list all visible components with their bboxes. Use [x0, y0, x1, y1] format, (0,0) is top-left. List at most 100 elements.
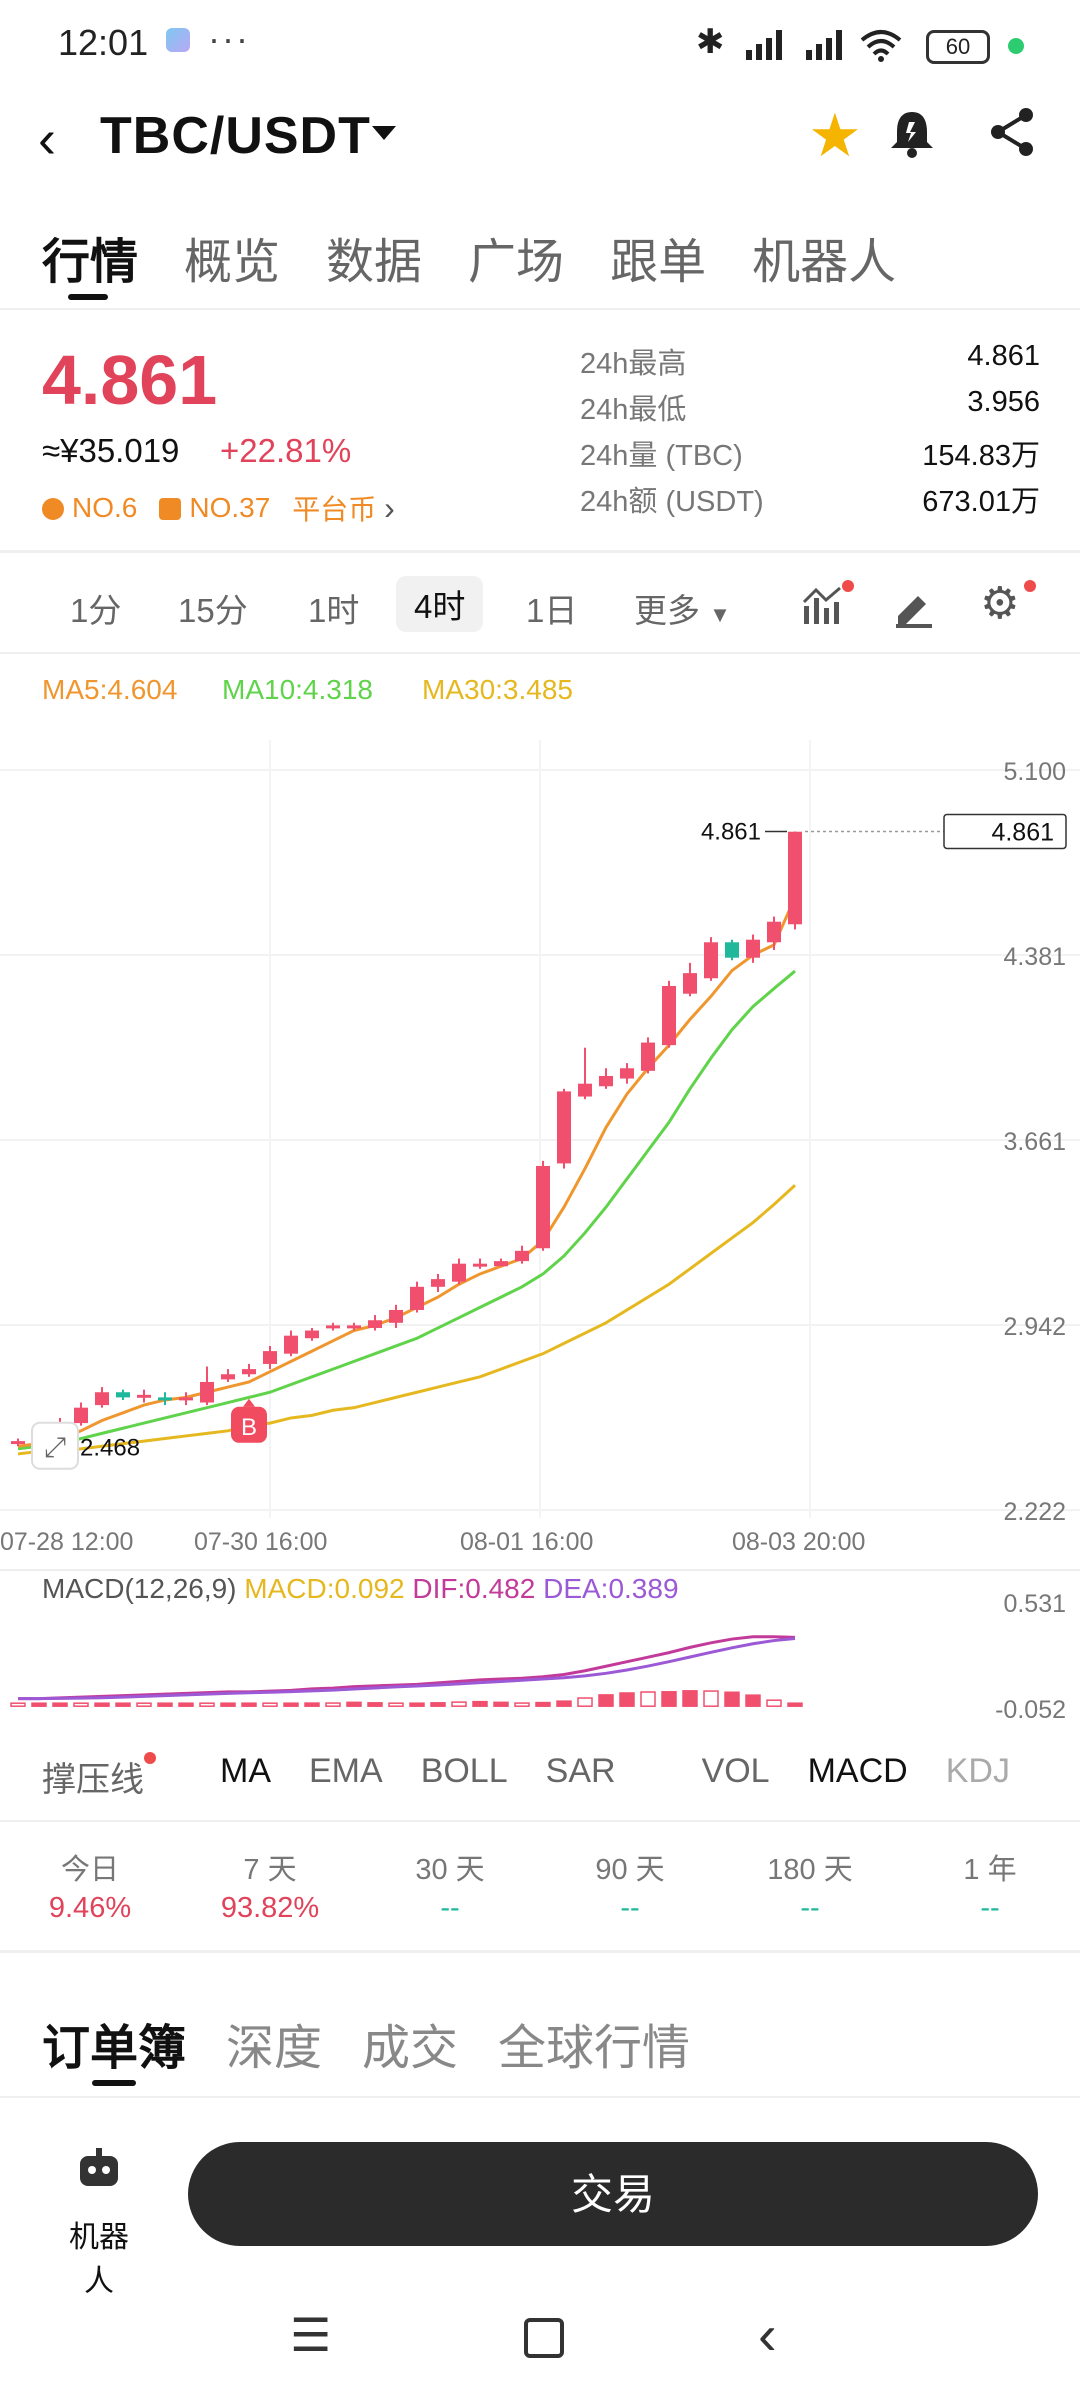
tab-square[interactable]: 广场	[468, 236, 565, 289]
candle-body	[557, 1091, 571, 1164]
robot-label[interactable]: 机器人	[69, 2221, 129, 2298]
buy-marker	[231, 1406, 267, 1443]
macd-bar	[52, 1702, 68, 1707]
ind-boll[interactable]: BOLL	[420, 1752, 508, 1790]
candle-body	[368, 1320, 382, 1328]
candle	[137, 1389, 151, 1403]
candle-body	[494, 1261, 508, 1267]
stat-value-volume: 154.83万	[922, 440, 1040, 472]
macd-legend-part: DEA:0.389	[535, 1573, 678, 1604]
ma5-label: MA5:4.604	[42, 674, 178, 705]
ind-ma[interactable]: MA	[220, 1752, 271, 1790]
ma10-line	[17, 969, 796, 1451]
candle	[95, 1387, 109, 1408]
menu-icon[interactable]: ☰	[290, 2309, 332, 2361]
caret-down-icon: ▼	[709, 602, 731, 627]
tab-global[interactable]: 全球行情	[498, 2022, 691, 2075]
ma10-label: MA10:4.318	[222, 674, 373, 705]
ind-support[interactable]: 撑压线	[42, 1752, 182, 1801]
draw-tool-icon[interactable]	[892, 584, 936, 628]
macd-bar	[724, 1691, 740, 1707]
change-value-180d: --	[800, 1892, 820, 1924]
low-label: 2.468	[80, 1435, 140, 1462]
change-value-1y: --	[980, 1892, 1000, 1924]
settings-icon[interactable]: ⚙	[980, 579, 1020, 628]
category-tag[interactable]: 平台币 ›	[292, 490, 395, 526]
indicator-icon[interactable]	[800, 584, 844, 628]
rank-tag-1[interactable]: NO.6	[42, 492, 137, 524]
macd-legend-part: DIF:0.482	[405, 1573, 536, 1604]
macd-bar	[745, 1694, 761, 1707]
back-nav-icon[interactable]: ‹	[758, 2303, 777, 2366]
interval-1h[interactable]: 1时	[308, 592, 360, 629]
y-tick-label: 4.381	[1003, 943, 1066, 971]
candle	[578, 1047, 592, 1100]
interval-15m[interactable]: 15分	[178, 592, 248, 629]
bell-icon[interactable]	[886, 108, 938, 160]
back-icon[interactable]: ‹	[38, 109, 56, 169]
tab-robot[interactable]: 机器人	[752, 236, 897, 289]
candle	[662, 980, 676, 1048]
rank-tags: NO.6 NO.37 平台币 ›	[42, 488, 395, 528]
candle-body	[347, 1325, 361, 1329]
interval-4h[interactable]: 4时	[396, 576, 484, 632]
dif-line	[18, 1635, 796, 1701]
candle-body	[158, 1397, 172, 1401]
change-label-30d: 30 天	[415, 1854, 485, 1886]
candle-body	[725, 942, 739, 958]
candle	[494, 1258, 508, 1267]
tab-market[interactable]: 行情	[42, 222, 138, 300]
main-tabs: 行情 概览 数据 广场 跟单 机器人	[42, 222, 897, 300]
candle	[200, 1366, 214, 1406]
macd-bar	[514, 1702, 530, 1707]
tab-orderbook[interactable]: 订单簿	[42, 2008, 186, 2086]
interval-1d[interactable]: 1日	[526, 592, 578, 629]
robot-icon[interactable]	[76, 2146, 122, 2190]
indicator-badge	[842, 580, 854, 592]
ind-vol[interactable]: VOL	[701, 1752, 770, 1790]
tab-depth[interactable]: 深度	[226, 2022, 323, 2075]
kline-chart[interactable]: 5.100 4.381 3.661 2.942 2.222 4.861 4.861 ⤢ 2.46…	[0, 700, 1080, 1720]
macd-bar	[682, 1690, 698, 1707]
ind-sar[interactable]: SAR	[545, 1752, 616, 1790]
share-icon[interactable]	[988, 106, 1038, 158]
macd-bar	[367, 1702, 383, 1707]
candle-body	[74, 1407, 88, 1424]
rank-tag-2[interactable]: NO.37	[159, 492, 270, 524]
chevron-down-icon[interactable]	[372, 126, 396, 140]
interval-1m[interactable]: 1分	[70, 592, 122, 629]
ind-ema[interactable]: EMA	[309, 1752, 383, 1790]
home-icon[interactable]	[524, 2318, 564, 2358]
trade-button[interactable]: 交易	[188, 2142, 1038, 2246]
change-percent: +22.81%	[220, 432, 352, 469]
divider	[0, 1950, 1080, 1953]
pair-title[interactable]: TBC/USDT	[100, 107, 371, 165]
tab-trades[interactable]: 成交	[362, 2022, 459, 2075]
candle-body	[620, 1068, 634, 1079]
candle-body	[704, 942, 718, 979]
candle-body	[452, 1263, 466, 1282]
macd-bar	[388, 1702, 404, 1707]
interval-more[interactable]: 更多 ▼	[634, 592, 731, 629]
candle	[536, 1160, 550, 1251]
ma30-line	[17, 1184, 797, 1456]
candle	[368, 1315, 382, 1331]
macd-bar	[115, 1702, 131, 1707]
candle-body	[599, 1075, 613, 1087]
tab-overview[interactable]: 概览	[184, 236, 281, 289]
candle-body	[137, 1394, 151, 1398]
candle	[74, 1402, 88, 1426]
star-icon[interactable]: ★	[808, 102, 862, 169]
expand-icon: ⤢	[44, 1431, 66, 1464]
ind-kdj[interactable]: KDJ	[945, 1752, 1010, 1790]
change-label-7d: 7 天	[243, 1854, 297, 1886]
x-tick-label: 08-03 20:00	[732, 1528, 865, 1556]
tab-copy-trade[interactable]: 跟单	[610, 236, 707, 289]
change-value-today: 9.46%	[48, 1892, 132, 1924]
buy-marker-pointer	[243, 1398, 255, 1407]
tab-data[interactable]: 数据	[326, 236, 423, 289]
candle-body	[662, 985, 676, 1046]
indicator-tabs: 撑压线 MA EMA BOLL SAR VOL MACD KDJ	[42, 1752, 1048, 1801]
expand-button	[31, 1421, 79, 1470]
ind-macd[interactable]: MACD	[807, 1752, 908, 1790]
